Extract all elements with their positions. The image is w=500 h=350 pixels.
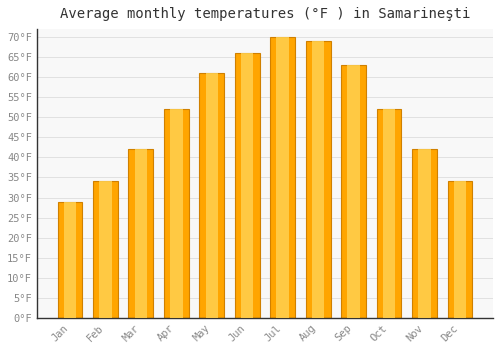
Bar (312, 41, 324, 318)
Bar (134, 149, 147, 318)
Bar (276, 37, 289, 318)
Bar (99, 182, 112, 318)
Bar (128, 149, 154, 318)
Bar (93, 182, 118, 318)
Bar (170, 109, 182, 318)
Title: Average monthly temperatures (°F ) in Samarineşti: Average monthly temperatures (°F ) in Sa… (60, 7, 470, 21)
Bar (235, 53, 260, 318)
Bar (64, 202, 76, 318)
Bar (58, 202, 82, 318)
Bar (348, 65, 360, 318)
Bar (206, 73, 218, 318)
Bar (448, 182, 472, 318)
Bar (164, 109, 188, 318)
Bar (200, 73, 224, 318)
Bar (454, 182, 466, 318)
Bar (241, 53, 254, 318)
Bar (270, 37, 295, 318)
Bar (341, 65, 366, 318)
Bar (418, 149, 430, 318)
Bar (376, 109, 402, 318)
Bar (412, 149, 437, 318)
Bar (383, 109, 395, 318)
Bar (306, 41, 330, 318)
